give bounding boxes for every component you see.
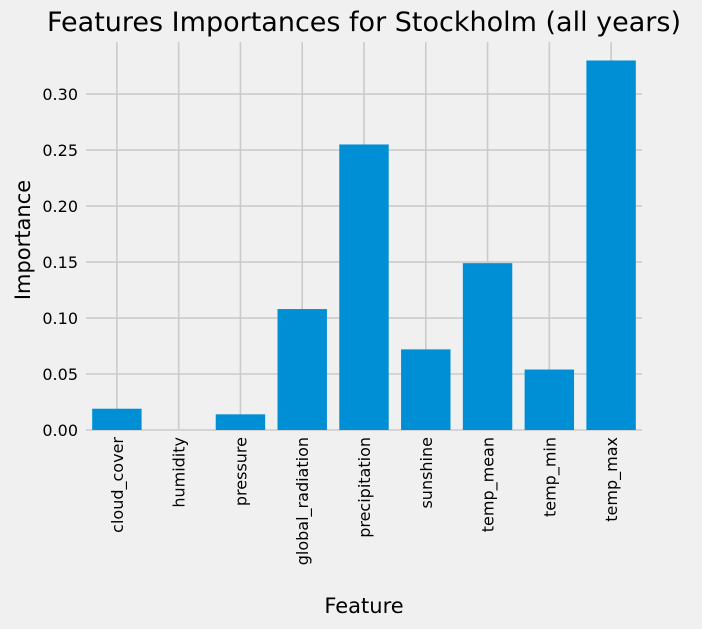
x-tick-label: precipitation: [355, 437, 374, 538]
y-tick-label: 0.20: [42, 197, 78, 216]
x-tick-label: global_radiation: [293, 437, 313, 565]
y-tick-label: 0.30: [42, 85, 78, 104]
x-tick-label: temp_max: [602, 437, 622, 522]
y-tick-label: 0.05: [42, 365, 78, 384]
bar-cloud-cover: [92, 408, 142, 430]
x-tick-label: pressure: [231, 437, 250, 506]
bar-sunshine: [401, 349, 451, 430]
y-axis-label: Importance: [11, 180, 35, 300]
bar-global-radiation: [277, 309, 327, 430]
x-tick-label: cloud_cover: [108, 437, 128, 533]
x-tick-label: temp_min: [540, 437, 560, 517]
bar-pressure: [215, 414, 266, 430]
x-tick-label: temp_mean: [479, 437, 499, 532]
x-tick-label: humidity: [170, 437, 189, 508]
chart-title: Features Importances for Stockholm (all …: [47, 7, 681, 38]
x-tick-label: sunshine: [417, 437, 436, 509]
y-tick-label: 0.25: [42, 141, 78, 160]
y-tick-labels: 0.00 0.05 0.10 0.15 0.20 0.25 0.30: [42, 85, 78, 440]
y-tick-label: 0.15: [42, 253, 78, 272]
y-tick-label: 0.00: [42, 421, 78, 440]
x-tick-labels: cloud_cover humidity pressure global_radiat…: [108, 437, 622, 566]
bar-temp-max: [586, 60, 636, 430]
x-axis-label: Feature: [324, 594, 403, 618]
bar-precipitation: [339, 144, 389, 431]
bar-temp-min: [524, 369, 575, 430]
bar-temp-mean: [462, 263, 513, 430]
y-tick-label: 0.10: [42, 309, 78, 328]
bar-layer: [92, 60, 636, 431]
